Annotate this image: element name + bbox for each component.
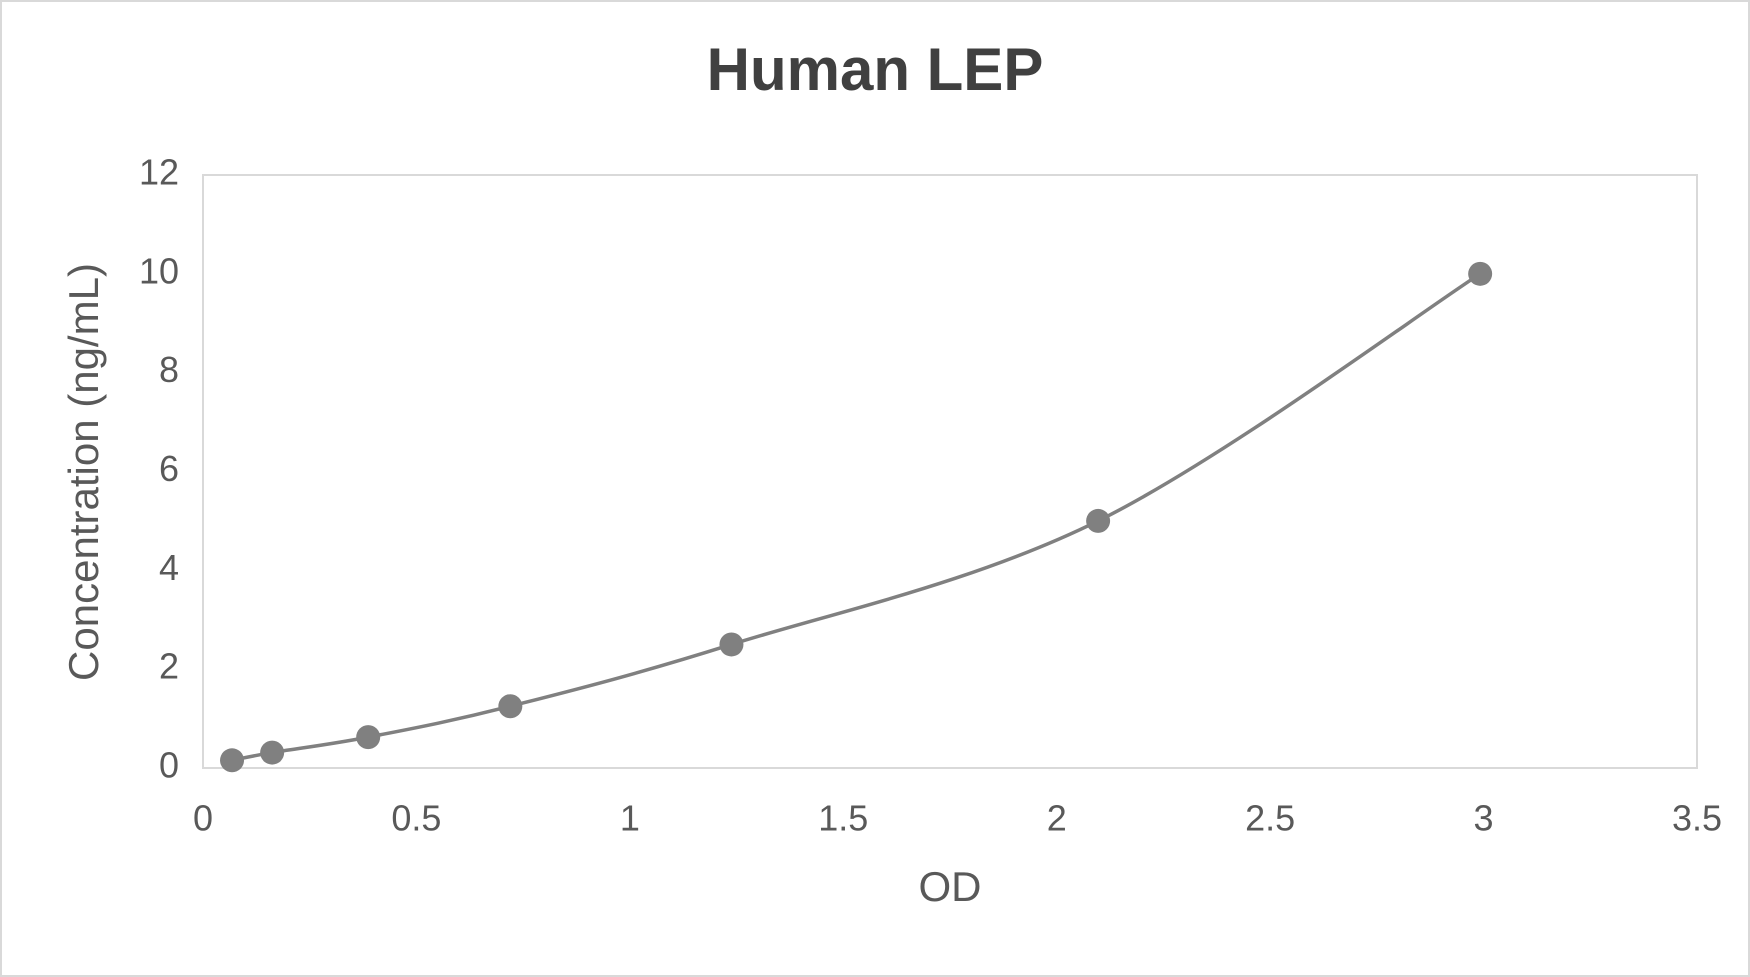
x-tick-label: 2.5 (1245, 798, 1295, 839)
data-point (719, 632, 744, 657)
y-tick-label: 12 (139, 152, 179, 193)
chart-title: Human LEP (707, 36, 1044, 103)
series-line (231, 272, 1482, 763)
x-tick-label: 0.5 (391, 798, 441, 839)
x-tick-label: 1 (620, 798, 640, 839)
y-tick-label: 8 (159, 349, 179, 390)
x-tick-label: 3.5 (1672, 798, 1722, 839)
y-tick-label: 4 (159, 547, 179, 588)
plot-area (202, 174, 1698, 769)
data-point (260, 740, 285, 765)
y-tick-label: 10 (139, 250, 179, 291)
data-point (356, 725, 381, 750)
x-tick-label: 1.5 (818, 798, 868, 839)
x-tick-label: 0 (193, 798, 213, 839)
x-tick-label: 3 (1474, 798, 1494, 839)
y-tick-label: 6 (159, 448, 179, 489)
data-point (220, 748, 245, 773)
y-tick-label: 0 (159, 745, 179, 786)
y-tick-label: 2 (159, 646, 179, 687)
x-axis-label: OD (919, 863, 982, 910)
data-point (1086, 508, 1111, 533)
x-tick-label: 2 (1047, 798, 1067, 839)
y-axis-label: Concentration (ng/mL) (60, 263, 107, 681)
data-point (1468, 261, 1493, 286)
data-point (498, 694, 523, 719)
